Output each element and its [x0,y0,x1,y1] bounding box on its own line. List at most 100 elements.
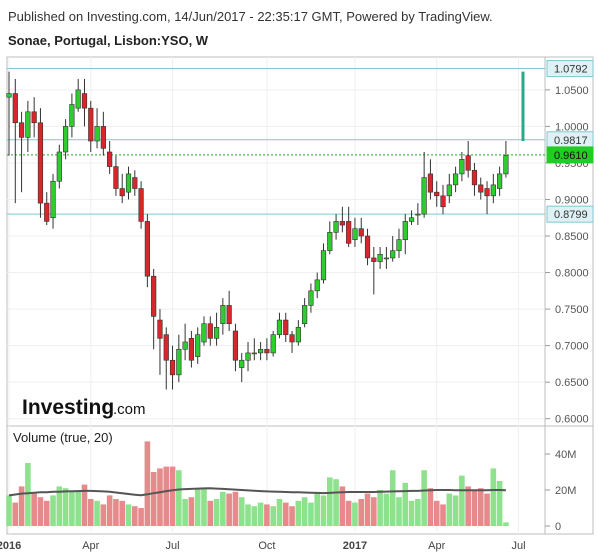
candle-down [163,334,169,361]
volume-y-tick-label: 40M [555,449,576,461]
volume-bar-down [31,493,37,526]
volume-bar-down [100,504,107,526]
candle-up [390,250,396,259]
volume-bar-down [138,508,144,526]
volume-bar-up [415,499,421,526]
candle-up [308,290,314,306]
y-tick-label: 1.0500 [555,85,589,97]
candle-down [478,184,484,193]
volume-bar-down [226,493,232,526]
candle-up [503,155,509,175]
y-tick-label: 0.7000 [555,341,589,353]
y-tick-label: 0.9000 [555,194,589,206]
current-price-label: 0.9610 [554,150,588,162]
candle-up [497,173,503,189]
volume-bar-down [157,468,163,526]
volume-bar-down [345,500,352,526]
volume-y-tick-label: 0 [555,521,561,533]
volume-bar-up [220,491,226,526]
candle-up [63,126,69,153]
volume-bar-up [56,486,63,526]
volume-bar-up [408,500,415,526]
volume-bar-up [421,470,427,526]
volume-bar-up [301,497,308,526]
logo-brand: Investing [22,396,114,419]
volume-bar-up [62,488,69,526]
volume-bar-down [18,486,25,526]
y-tick-label: 0.7500 [555,304,589,316]
volume-bar-up [69,491,75,526]
candle-down [138,188,144,222]
candle-up [75,89,81,109]
candle-down [18,122,25,138]
candle-up [220,305,226,325]
volume-bar-up [389,470,396,526]
volume-bar-up [125,504,132,526]
volume-bar-up [201,488,207,526]
candle-down [364,235,371,259]
candle-down [151,275,157,317]
candle-up [270,334,276,354]
candle-up [56,151,62,182]
volume-bar-down [440,504,446,526]
candle-down [12,93,18,124]
volume-bar-up [314,493,321,526]
volume-bar-up [50,495,56,526]
candle-down [427,173,434,193]
candle-up [352,228,358,240]
y-tick-label: 0.6000 [555,414,589,426]
volume-bar-down [289,506,295,526]
candle-up [327,232,333,251]
candle-down [346,221,352,244]
candle-up [402,221,408,240]
volume-bar-down [12,502,19,526]
volume-bar-up [270,506,276,526]
candle-down [81,93,88,109]
level-label: 1.0792 [554,64,588,76]
volume-y-tick-label: 20M [555,485,576,497]
candle-up [213,327,220,339]
candle-up [421,177,427,215]
volume-bar-up [194,488,201,526]
volume-bar-up [213,499,220,526]
price-pane-frame [6,56,594,427]
candle-up [295,327,301,343]
candle-up [182,341,188,350]
candle-up [396,239,402,251]
x-tick-label: 2016 [0,540,21,552]
x-tick-label: Jul [166,540,180,552]
candle-down [107,151,113,167]
published-line: Published on Investing.com, 14/Jun/2017 … [8,9,493,24]
candle-up [50,180,56,219]
volume-pane-frame [6,425,594,535]
volume-bar-up [276,499,283,526]
volume-bar-up [377,490,383,526]
volume-bar-down [433,500,440,526]
candle-up [245,352,251,361]
x-tick-label: Oct [258,540,275,552]
candle-up [302,305,308,325]
level-label: 0.9817 [554,135,588,147]
volume-bar-down [371,497,377,526]
volume-bar-down [163,466,170,526]
volume-bar-down [150,472,157,526]
candle-down [100,126,106,149]
logo-suffix: .com [113,401,146,418]
candle-down [157,319,163,339]
volume-bar-up [503,522,509,526]
candle-down [144,221,150,277]
volume-bar-up [245,504,251,526]
candle-up [239,359,245,368]
candle-down [339,221,345,226]
y-tick-label: 1.0000 [555,121,589,133]
volume-bar-up [490,468,497,526]
volume-bar-down [207,500,214,526]
grid-layer [7,57,545,534]
level-badge [546,205,594,223]
volume-bar-down [169,466,176,526]
candle-up [459,158,465,175]
candle-up [314,279,320,292]
volume-bar-up [333,479,339,526]
volume-bar-down [264,504,270,526]
